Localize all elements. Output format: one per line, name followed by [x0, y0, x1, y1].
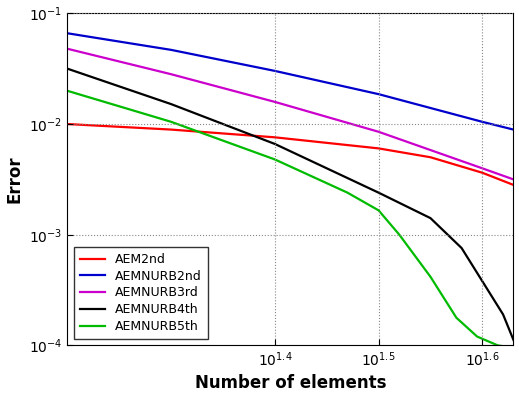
X-axis label: Number of elements: Number of elements: [195, 375, 386, 392]
AEMNURB5th: [453, 315, 459, 320]
AEM2nd: [64, 122, 71, 127]
AEMNURB3rd: [376, 129, 382, 134]
AEMNURB3rd: [479, 166, 485, 171]
AEMNURB5th: [168, 119, 174, 124]
AEMNURB3rd: [168, 72, 174, 77]
AEM2nd: [510, 183, 516, 187]
AEMNURB4th: [500, 312, 506, 317]
AEMNURB4th: [376, 190, 382, 195]
AEMNURB3rd: [64, 47, 71, 51]
Legend: AEM2nd, AEMNURB2nd, AEMNURB3rd, AEMNURB4th, AEMNURB5th: AEM2nd, AEMNURB2nd, AEMNURB3rd, AEMNURB4…: [74, 247, 208, 339]
AEMNURB5th: [64, 88, 71, 93]
AEMNURB2nd: [479, 119, 485, 124]
AEMNURB4th: [272, 142, 278, 146]
AEMNURB4th: [510, 338, 516, 342]
AEMNURB4th: [168, 102, 174, 107]
AEMNURB2nd: [168, 47, 174, 52]
AEM2nd: [479, 170, 485, 175]
AEM2nd: [376, 146, 382, 151]
AEMNURB3rd: [510, 177, 516, 182]
Line: AEM2nd: AEM2nd: [67, 124, 513, 185]
AEMNURB4th: [458, 246, 465, 250]
AEMNURB5th: [474, 334, 480, 339]
AEM2nd: [427, 155, 433, 160]
Line: AEMNURB4th: AEMNURB4th: [67, 69, 513, 340]
AEM2nd: [168, 127, 174, 132]
AEMNURB5th: [345, 190, 351, 195]
AEMNURB5th: [427, 274, 433, 279]
AEMNURB4th: [64, 66, 71, 71]
Line: AEMNURB2nd: AEMNURB2nd: [67, 33, 513, 130]
AEMNURB2nd: [64, 31, 71, 36]
AEMNURB2nd: [272, 68, 278, 73]
AEM2nd: [272, 135, 278, 140]
Line: AEMNURB3rd: AEMNURB3rd: [67, 49, 513, 179]
AEMNURB3rd: [272, 100, 278, 104]
AEMNURB4th: [479, 279, 485, 284]
AEMNURB2nd: [376, 92, 382, 97]
AEMNURB5th: [396, 232, 402, 237]
AEMNURB4th: [427, 216, 433, 220]
AEMNURB5th: [376, 208, 382, 213]
Y-axis label: Error: Error: [6, 156, 23, 203]
AEMNURB5th: [272, 157, 278, 162]
AEMNURB5th: [510, 345, 516, 350]
Line: AEMNURB5th: AEMNURB5th: [67, 91, 513, 347]
AEMNURB2nd: [510, 127, 516, 132]
AEMNURB5th: [495, 343, 501, 348]
